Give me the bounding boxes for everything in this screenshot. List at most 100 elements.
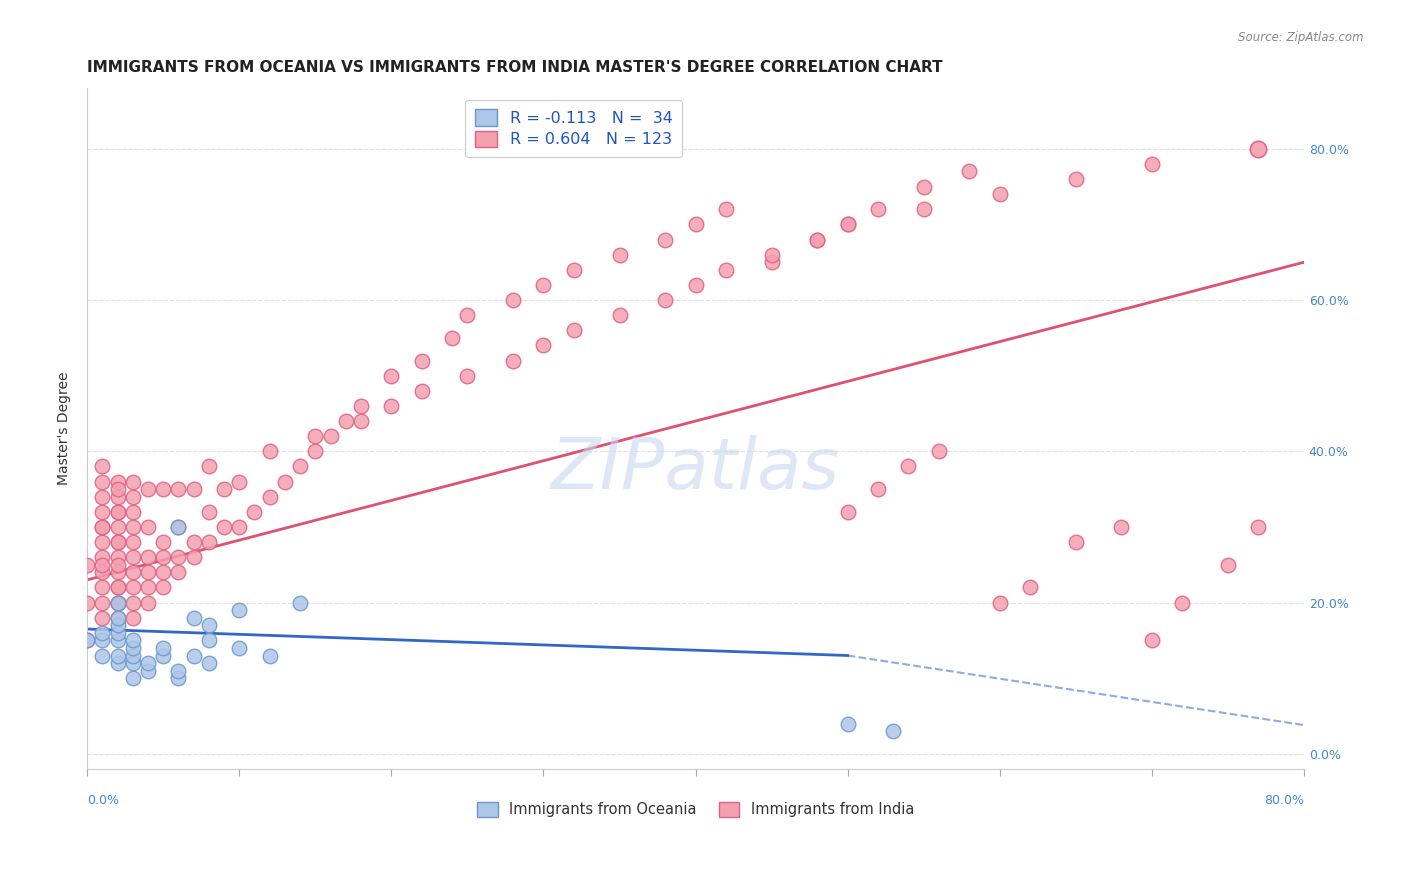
Point <box>121 596 143 610</box>
Point <box>654 293 676 307</box>
Point <box>107 482 129 496</box>
Point <box>91 648 114 663</box>
Point <box>167 520 190 534</box>
Point <box>121 671 143 685</box>
Point <box>380 368 402 383</box>
Point <box>136 550 159 565</box>
Point <box>107 648 129 663</box>
Legend: Immigrants from Oceania, Immigrants from India: Immigrants from Oceania, Immigrants from… <box>471 796 920 823</box>
Point <box>107 596 129 610</box>
Point <box>533 277 555 292</box>
Point <box>350 414 373 428</box>
Point <box>76 633 98 648</box>
Point <box>897 459 920 474</box>
Point <box>988 187 1011 202</box>
Point <box>1140 157 1163 171</box>
Point <box>335 414 357 428</box>
Point <box>107 610 129 624</box>
Point <box>121 505 143 519</box>
Point <box>107 520 129 534</box>
Point <box>91 550 114 565</box>
Point <box>685 277 707 292</box>
Point <box>76 633 98 648</box>
Point <box>136 596 159 610</box>
Point <box>91 459 114 474</box>
Point <box>685 218 707 232</box>
Point <box>91 520 114 534</box>
Point <box>502 353 524 368</box>
Point <box>183 648 205 663</box>
Point <box>91 505 114 519</box>
Point <box>212 520 235 534</box>
Point <box>107 610 129 624</box>
Point <box>456 368 478 383</box>
Point <box>609 308 631 322</box>
Point <box>167 482 190 496</box>
Point <box>761 247 783 261</box>
Point <box>868 482 890 496</box>
Point <box>152 535 174 549</box>
Point <box>380 399 402 413</box>
Point <box>167 671 190 685</box>
Point <box>714 202 737 217</box>
Point <box>806 233 828 247</box>
Point <box>957 164 980 178</box>
Point <box>988 596 1011 610</box>
Point <box>121 490 143 504</box>
Point <box>912 179 935 194</box>
Point <box>91 475 114 489</box>
Point <box>91 625 114 640</box>
Point <box>167 566 190 580</box>
Point <box>121 640 143 655</box>
Point <box>183 610 205 624</box>
Point <box>274 475 297 489</box>
Point <box>228 640 250 655</box>
Point <box>304 429 326 443</box>
Point <box>228 475 250 489</box>
Point <box>912 202 935 217</box>
Point <box>1171 596 1194 610</box>
Point <box>91 490 114 504</box>
Point <box>107 596 129 610</box>
Point <box>107 566 129 580</box>
Point <box>136 664 159 678</box>
Point <box>121 520 143 534</box>
Point <box>107 550 129 565</box>
Point <box>121 648 143 663</box>
Point <box>121 633 143 648</box>
Point <box>121 475 143 489</box>
Point <box>441 331 464 345</box>
Y-axis label: Master's Degree: Master's Degree <box>58 372 72 485</box>
Point <box>167 664 190 678</box>
Point <box>121 581 143 595</box>
Point <box>152 482 174 496</box>
Point <box>228 603 250 617</box>
Point <box>198 459 221 474</box>
Point <box>76 558 98 572</box>
Point <box>350 399 373 413</box>
Point <box>107 633 129 648</box>
Point <box>91 558 114 572</box>
Point <box>319 429 342 443</box>
Point <box>714 262 737 277</box>
Point <box>259 490 281 504</box>
Point <box>107 535 129 549</box>
Point <box>502 293 524 307</box>
Point <box>198 505 221 519</box>
Point <box>837 218 859 232</box>
Point <box>183 535 205 549</box>
Point <box>107 596 129 610</box>
Point <box>107 505 129 519</box>
Point <box>212 482 235 496</box>
Point <box>183 482 205 496</box>
Point <box>167 550 190 565</box>
Point <box>198 535 221 549</box>
Point <box>107 656 129 670</box>
Point <box>136 520 159 534</box>
Point <box>198 656 221 670</box>
Point <box>1247 520 1270 534</box>
Point <box>121 656 143 670</box>
Point <box>152 648 174 663</box>
Point <box>837 505 859 519</box>
Point <box>121 535 143 549</box>
